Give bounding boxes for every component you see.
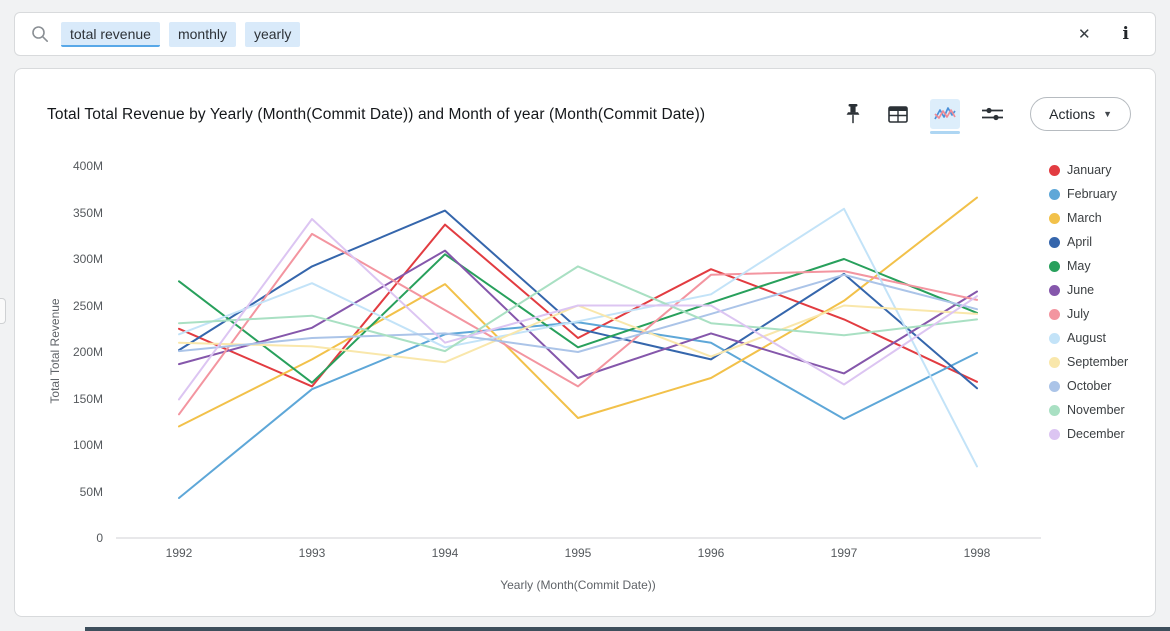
legend-dot [1049, 188, 1060, 200]
legend-label: May [1067, 259, 1091, 273]
x-tick-label: 1993 [298, 546, 326, 560]
legend-dot [1049, 404, 1060, 416]
caret-down-icon: ▼ [1103, 109, 1112, 119]
legend-dot [1049, 212, 1060, 224]
legend-dot [1049, 332, 1060, 344]
x-tick-label: 1994 [431, 546, 459, 560]
legend-item-july[interactable]: July [1049, 302, 1128, 326]
x-tick-label: 1997 [830, 546, 858, 560]
legend-item-june[interactable]: June [1049, 278, 1128, 302]
actions-button[interactable]: Actions ▼ [1030, 97, 1131, 131]
line-chart-plot[interactable] [111, 151, 1051, 551]
search-token-total-revenue[interactable]: total revenue [61, 21, 160, 47]
legend-label: July [1067, 307, 1090, 321]
y-tick-label: 200M [72, 345, 103, 359]
x-tick-label: 1998 [963, 546, 991, 560]
panel-collapse-handle[interactable] [0, 298, 6, 324]
series-line-november[interactable] [178, 265, 978, 353]
legend-label: August [1067, 331, 1106, 345]
x-tick-label: 1992 [165, 546, 193, 560]
legend-dot [1049, 164, 1060, 176]
x-axis-title: Yearly (Month(Commit Date)) [500, 578, 656, 592]
legend-label: November [1067, 403, 1125, 417]
legend-dot [1049, 284, 1060, 296]
answer-card: Total Total Revenue by Yearly (Month(Com… [14, 68, 1156, 617]
legend-label: October [1067, 379, 1112, 393]
legend-item-september[interactable]: September [1049, 350, 1128, 374]
legend-dot [1049, 308, 1060, 320]
info-icon[interactable]: i [1122, 24, 1129, 44]
search-icon [32, 26, 49, 43]
line-chart-icon[interactable] [930, 99, 961, 134]
search-token-monthly[interactable]: monthly [168, 21, 236, 47]
y-tick-label: 100M [72, 438, 103, 452]
legend-item-august[interactable]: August [1049, 326, 1128, 350]
legend-item-december[interactable]: December [1049, 422, 1128, 446]
legend-dot [1049, 236, 1060, 248]
y-tick-label: 150M [72, 391, 103, 406]
x-tick-label: 1996 [697, 546, 725, 560]
series-line-july[interactable] [178, 232, 978, 416]
series-line-december[interactable] [178, 218, 978, 401]
legend-label: January [1067, 163, 1112, 177]
legend-item-may[interactable]: May [1049, 254, 1128, 278]
actions-button-label: Actions [1049, 106, 1096, 122]
x-tick-label: 1995 [564, 546, 592, 560]
legend-label: March [1067, 211, 1102, 225]
table-icon[interactable] [885, 99, 911, 129]
series-line-august[interactable] [178, 207, 978, 468]
y-tick-label: 0 [96, 531, 103, 545]
y-tick-label: 400M [72, 159, 103, 173]
y-tick-label: 250M [72, 298, 103, 313]
chart-title: Total Total Revenue by Yearly (Month(Com… [47, 106, 706, 123]
legend-item-october[interactable]: October [1049, 374, 1128, 398]
series-line-january[interactable] [178, 223, 978, 388]
search-token-yearly[interactable]: yearly [244, 21, 301, 47]
legend-item-april[interactable]: April [1049, 230, 1128, 254]
legend-item-january[interactable]: January [1049, 158, 1128, 182]
legend-label: February [1067, 187, 1118, 201]
legend-label: December [1067, 427, 1125, 441]
series-line-march[interactable] [178, 196, 978, 428]
series-line-october[interactable] [178, 273, 978, 353]
legend-label: April [1067, 235, 1093, 249]
legend-item-november[interactable]: November [1049, 398, 1128, 422]
pin-icon[interactable] [840, 99, 866, 129]
chart-legend: January February March April May June July Augu… [1049, 158, 1128, 446]
legend-item-february[interactable]: February [1049, 182, 1128, 206]
legend-dot [1049, 260, 1060, 272]
series-line-february[interactable] [178, 321, 978, 499]
legend-label: June [1067, 283, 1095, 297]
search-bar[interactable]: total revenue monthly yearly ✕ i [14, 12, 1156, 56]
legend-dot [1049, 428, 1060, 440]
series-line-june[interactable] [178, 249, 978, 379]
legend-label: September [1067, 355, 1129, 369]
legend-dot [1049, 380, 1060, 392]
legend-item-march[interactable]: March [1049, 206, 1128, 230]
legend-dot [1049, 356, 1060, 368]
y-tick-label: 300M [72, 252, 103, 266]
y-tick-label: 50M [79, 484, 103, 499]
clear-search-icon[interactable]: ✕ [1077, 26, 1091, 43]
bottom-bar [85, 627, 1170, 631]
chart-toolbar: Actions ▼ [840, 97, 1131, 134]
series-line-may[interactable] [178, 253, 978, 384]
settings-sliders-icon[interactable] [979, 99, 1005, 129]
y-tick-label: 350M [72, 205, 103, 220]
